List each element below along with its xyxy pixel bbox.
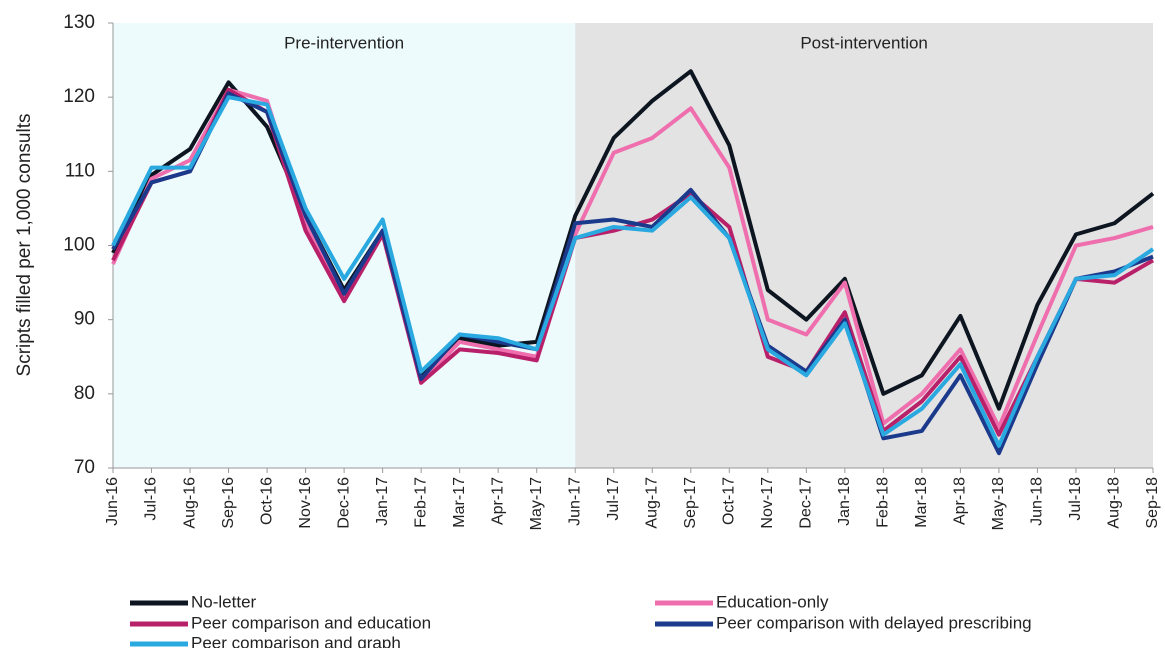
x-tick-label: Jul-18 (1067, 477, 1084, 521)
annotation: Pre-intervention (284, 33, 404, 52)
legend-label: Peer comparison with delayed prescribing (716, 613, 1032, 632)
x-tick-label: Jan-18 (836, 477, 853, 526)
x-tick-label: Dec-16 (335, 477, 352, 529)
x-tick-label: Oct-17 (721, 477, 738, 525)
x-tick-label: Aug-16 (181, 477, 198, 529)
series-line (111, 95, 1155, 448)
y-tick-label: 130 (63, 12, 95, 33)
legend-label: Education-only (716, 592, 829, 611)
y-axis-title: Scripts filled per 1,000 consults (14, 114, 35, 377)
x-tick-label: Apr-17 (489, 477, 506, 525)
legend-label: Peer comparison and graph (191, 633, 401, 648)
y-tick-label: 100 (63, 235, 95, 256)
x-tick-label: Jun-18 (1029, 477, 1046, 526)
legend-label: Peer comparison and education (191, 613, 431, 632)
legend-label: No-letter (191, 592, 257, 611)
x-tick-label: Jul-16 (143, 477, 160, 521)
x-tick-label: Sep-18 (1144, 477, 1161, 529)
x-tick-label: Nov-17 (759, 477, 776, 529)
y-tick-label: 70 (74, 457, 95, 478)
x-tick-label: Jun-17 (566, 477, 583, 526)
x-tick-label: Nov-16 (297, 477, 314, 529)
x-tick-label: Jul-17 (605, 477, 622, 521)
x-tick-label: Feb-18 (875, 477, 892, 528)
x-tick-label: Aug-18 (1106, 477, 1123, 529)
x-tick-label: Sep-16 (220, 477, 237, 529)
annotation: Post-intervention (800, 33, 928, 52)
pre-region (113, 23, 576, 468)
y-tick-label: 90 (74, 309, 95, 330)
x-tick-label: Jan-17 (374, 477, 391, 526)
x-tick-label: Aug-17 (643, 477, 660, 529)
series-line (111, 91, 1154, 456)
x-tick-label: May-18 (990, 477, 1007, 530)
x-tick-label: Oct-16 (258, 477, 275, 525)
x-tick-label: Mar-17 (451, 477, 468, 528)
post-region (575, 23, 1153, 468)
y-tick-label: 80 (74, 383, 95, 404)
x-tick-label: May-17 (528, 477, 545, 530)
x-tick-label: Apr-18 (952, 477, 969, 525)
x-tick-label: Jun-16 (104, 477, 121, 526)
x-tick-label: Mar-18 (913, 477, 930, 528)
y-tick-label: 110 (65, 160, 95, 181)
x-tick-label: Feb-17 (412, 477, 429, 528)
x-tick-label: Sep-17 (682, 477, 699, 529)
y-tick-label: 120 (63, 86, 95, 107)
x-tick-label: Dec-17 (798, 477, 815, 529)
